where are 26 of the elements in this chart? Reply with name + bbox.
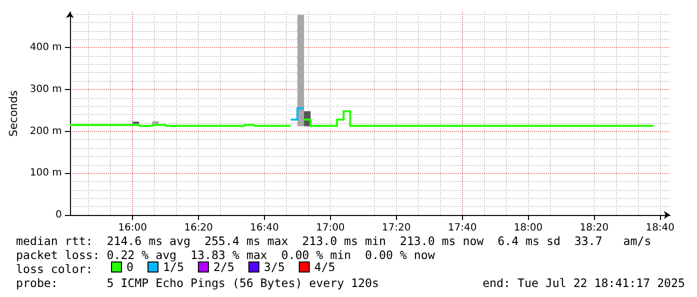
x-tick-label: 18:20	[580, 222, 609, 234]
legend-label: 1/5	[162, 260, 184, 274]
legend-label: 2/5	[213, 260, 234, 274]
x-tick-label: 17:00	[316, 222, 345, 234]
y-tick-label: 400 m	[30, 42, 62, 54]
x-tick-label: 16:20	[184, 222, 213, 234]
legend-label: 3/5	[264, 260, 285, 274]
x-tick-label: 16:40	[250, 222, 279, 234]
x-tick-label: 17:40	[448, 222, 477, 234]
legend-label: 0	[126, 260, 134, 274]
y-tick-label: 0	[56, 210, 62, 220]
y-axis-title: Seconds	[7, 90, 20, 137]
x-tick-label: 18:40	[646, 222, 675, 234]
y-tick-label: 100 m	[30, 168, 62, 179]
x-tick-label: 17:20	[382, 222, 411, 234]
text: median rtt: 214.6 ms avg 255.4 ms max 213.0 ms min 213.0 ms now 6.4 ms sd 33.7 am/s	[16, 234, 652, 248]
x-tick-label: 16:00	[118, 222, 147, 234]
bar	[297, 14, 304, 126]
x-tick-label: 18:00	[514, 222, 543, 234]
text: packet loss: 0.22 % avg 13.83 % max 0.00 % min 0.00 % now	[16, 248, 435, 262]
y-tick-label: 300 m	[30, 84, 62, 95]
text: end: Tue Jul 22 18:41:17 2025	[482, 276, 685, 290]
text: probe: 5 ICMP Echo Pings (56 Bytes) every 120s	[16, 276, 379, 290]
legend-title: loss color:	[16, 262, 93, 276]
legend-label: 4/5	[314, 260, 336, 274]
y-tick-label: 200 m	[30, 126, 62, 137]
